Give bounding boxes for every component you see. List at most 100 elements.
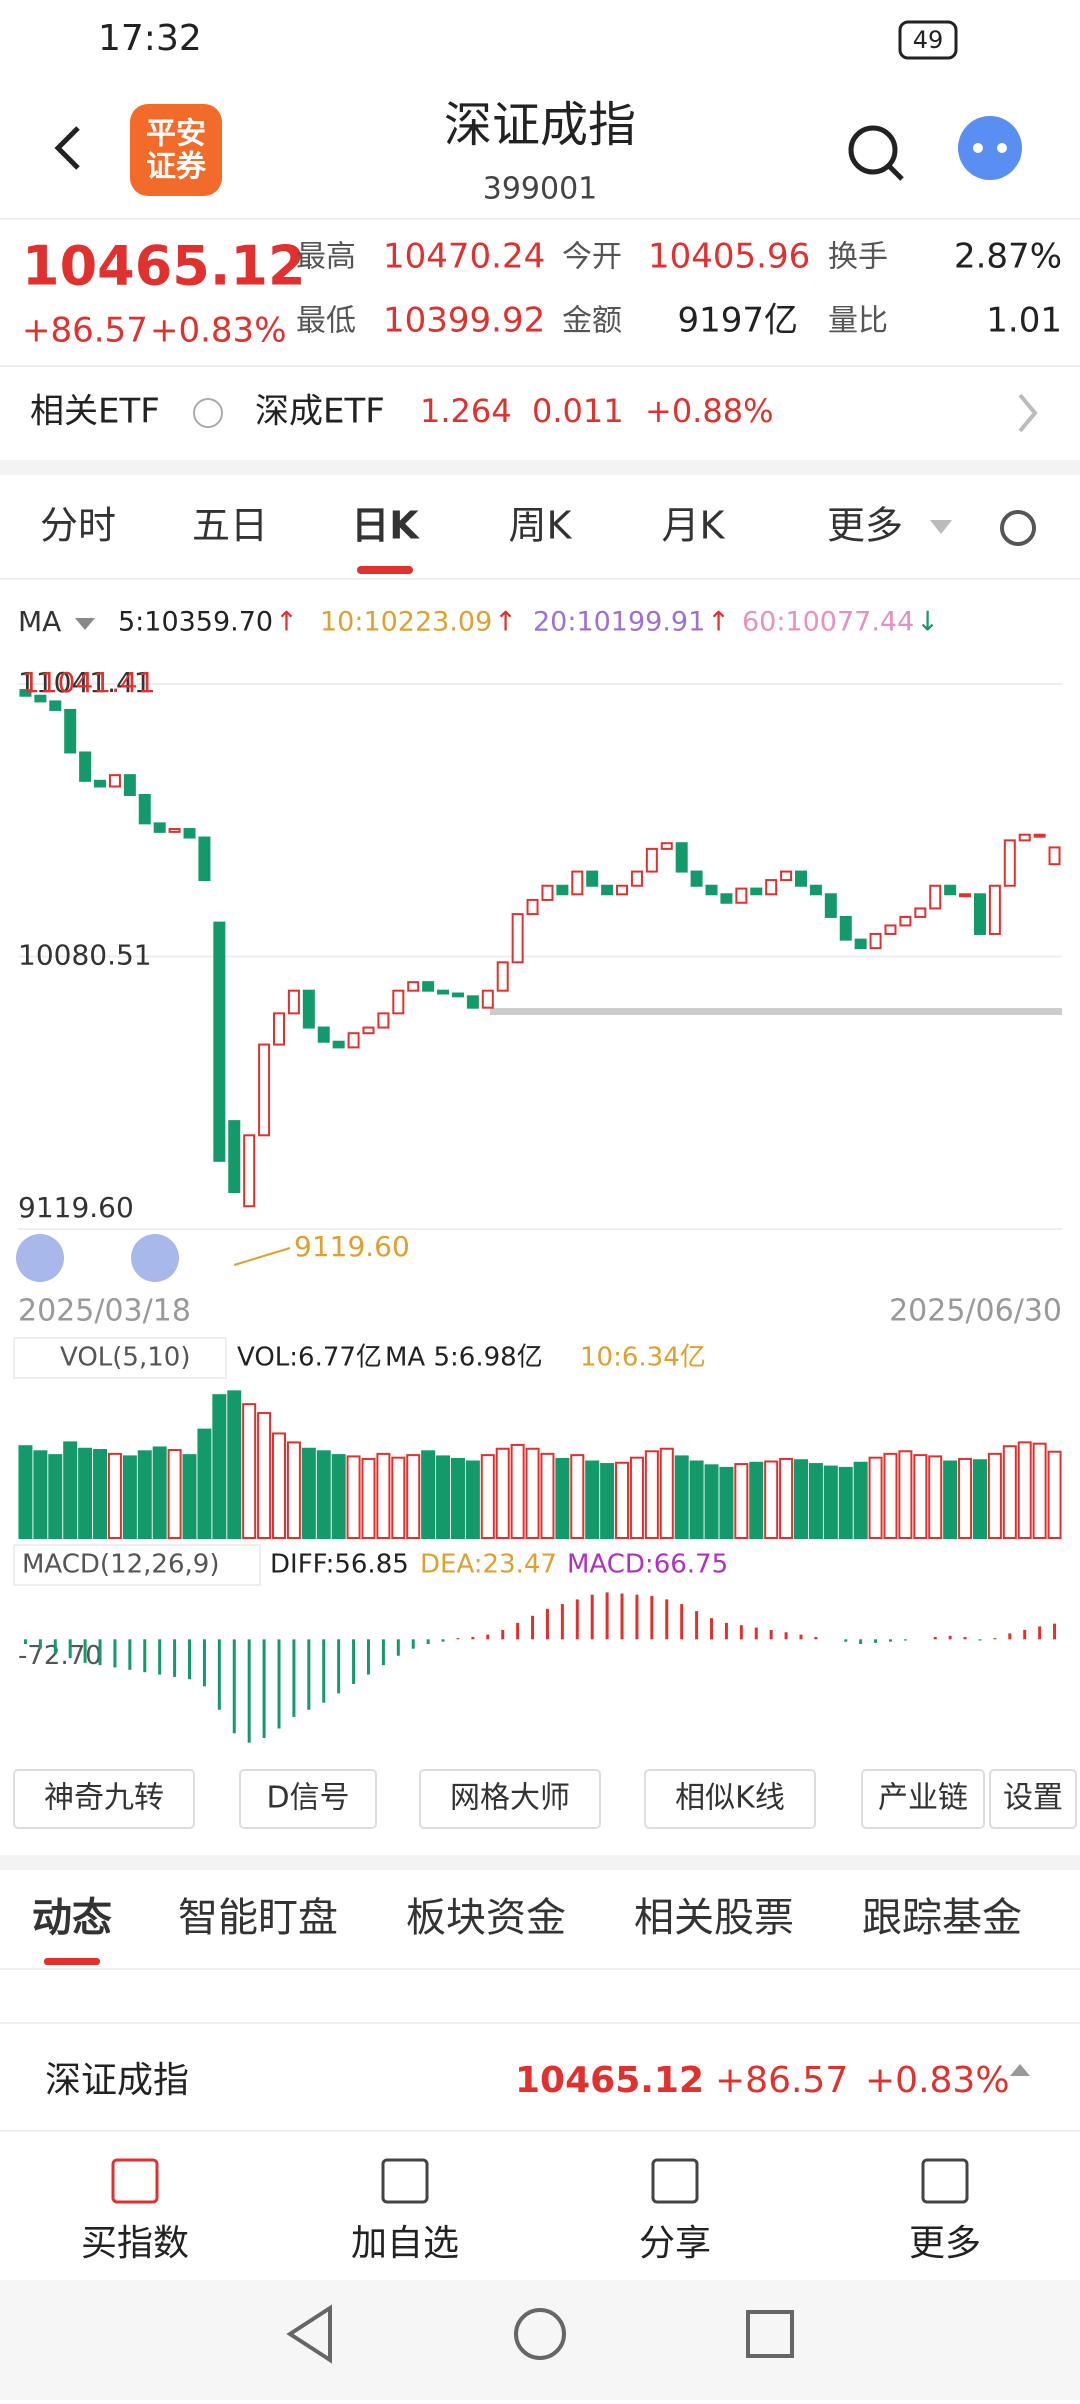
sub-tab[interactable]: 智能盯盘 xyxy=(178,1895,338,1941)
tool-button[interactable] xyxy=(989,1769,1077,1829)
change: +86.57 xyxy=(22,311,148,351)
stat-value: 10405.96 xyxy=(648,237,810,277)
tool-button[interactable] xyxy=(419,1769,601,1829)
tab[interactable]: 月K xyxy=(662,504,726,548)
bar-label[interactable]: 分享 xyxy=(639,2223,711,2264)
tab[interactable]: 日K xyxy=(351,504,420,548)
tool-label[interactable]: 网格大师 xyxy=(450,1781,570,1816)
sub-tab[interactable]: 动态 xyxy=(32,1895,112,1941)
vol-selector[interactable] xyxy=(13,1337,227,1379)
fullscreen-button[interactable] xyxy=(131,1234,179,1282)
candle xyxy=(49,700,62,711)
candle xyxy=(362,1026,375,1035)
tool-label[interactable]: 产业链 xyxy=(878,1781,968,1816)
volume-bar xyxy=(689,1460,704,1539)
gap xyxy=(0,1855,1080,1870)
price: 10465.12 xyxy=(22,235,306,298)
tool-label[interactable]: D信号 xyxy=(266,1781,349,1816)
summary-name: 深证成指 xyxy=(45,2060,189,2101)
candle xyxy=(437,989,450,995)
tool-label[interactable]: 相似K线 xyxy=(675,1781,785,1816)
candle xyxy=(705,884,718,896)
candle xyxy=(108,774,121,788)
candle xyxy=(899,915,912,927)
y-tick-label: 10080.51 xyxy=(18,938,152,971)
bar-icon[interactable] xyxy=(381,2158,429,2204)
candle xyxy=(914,907,927,918)
collapse-arrow[interactable] xyxy=(1010,2064,1030,2076)
sub-tab[interactable]: 跟踪基金 xyxy=(862,1895,1022,1941)
volume-bar xyxy=(510,1443,525,1540)
bar-label[interactable]: 买指数 xyxy=(81,2223,189,2264)
volume-bar xyxy=(152,1446,167,1539)
sub-tab[interactable]: 相关股票 xyxy=(634,1895,794,1941)
nav-back[interactable] xyxy=(286,2304,332,2364)
bar-label[interactable]: 更多 xyxy=(909,2223,981,2264)
start-date: 2025/03/18 xyxy=(18,1294,191,1329)
summary-pct: +0.83% xyxy=(865,2060,1010,2101)
volume-bar xyxy=(1032,1442,1047,1540)
tool-button[interactable] xyxy=(239,1769,377,1829)
candle xyxy=(526,898,539,916)
logo-text: 平安 xyxy=(146,117,206,152)
chevron[interactable] xyxy=(1018,393,1038,433)
volume-bar xyxy=(570,1454,585,1539)
volume-bar xyxy=(346,1455,361,1540)
candle xyxy=(586,870,599,887)
volume-bar xyxy=(286,1441,301,1539)
candle xyxy=(466,995,479,1009)
info-icon[interactable] xyxy=(193,398,223,428)
bar-icon[interactable] xyxy=(111,2158,159,2204)
volume-bar xyxy=(331,1454,346,1539)
tab[interactable]: 更多 xyxy=(827,504,903,548)
bar-icon[interactable] xyxy=(921,2158,969,2204)
tool-button[interactable] xyxy=(644,1769,816,1829)
volume-bar xyxy=(1047,1450,1062,1539)
nav-home[interactable] xyxy=(514,2308,566,2360)
tool-button[interactable] xyxy=(13,1769,195,1829)
candle xyxy=(183,828,196,839)
tab[interactable]: 分时 xyxy=(40,504,116,548)
stat-label: 今开 xyxy=(562,240,622,275)
sub-tab[interactable]: 板块资金 xyxy=(406,1895,566,1941)
volume-bar xyxy=(719,1466,734,1539)
bar-label[interactable]: 加自选 xyxy=(351,2223,459,2264)
volume-bar xyxy=(868,1456,883,1540)
volume-bar xyxy=(391,1456,406,1540)
back-button[interactable] xyxy=(54,126,80,170)
tool-button[interactable] xyxy=(861,1769,985,1829)
tool-label[interactable]: 神奇九转 xyxy=(44,1781,164,1816)
nav-recent[interactable] xyxy=(746,2310,794,2358)
expand-button[interactable] xyxy=(16,1234,64,1282)
stat-value: 10399.92 xyxy=(383,301,545,341)
candle xyxy=(168,828,181,833)
volume-bar xyxy=(644,1450,659,1540)
volume-bar xyxy=(167,1449,182,1540)
tab[interactable]: 周K xyxy=(509,504,573,548)
volume-bar xyxy=(212,1394,227,1539)
tab-indicator xyxy=(357,566,413,574)
candle xyxy=(601,884,614,896)
candle xyxy=(944,884,957,896)
bar-icon[interactable] xyxy=(651,2158,699,2204)
settings-icon[interactable] xyxy=(1000,510,1036,546)
low-marker: 9119.60 xyxy=(294,1230,410,1263)
ma-dropdown[interactable] xyxy=(75,618,95,630)
search-icon[interactable] xyxy=(848,125,898,175)
ma-value: 5:10359.70 xyxy=(118,607,273,638)
candle xyxy=(988,884,1001,935)
volume-bar xyxy=(122,1455,137,1540)
nav-bar xyxy=(0,2280,1080,2400)
divider xyxy=(0,2022,1080,2024)
candle xyxy=(750,887,763,896)
gap xyxy=(0,460,1080,475)
volume-bar xyxy=(958,1457,973,1539)
volume-bar xyxy=(987,1452,1002,1539)
vol-value: VOL:6.77亿 xyxy=(237,1343,382,1373)
assistant-icon[interactable] xyxy=(958,116,1022,180)
tab[interactable]: 五日 xyxy=(192,504,268,548)
macd-selector[interactable] xyxy=(13,1544,261,1586)
tool-label[interactable]: 设置 xyxy=(1003,1781,1063,1816)
